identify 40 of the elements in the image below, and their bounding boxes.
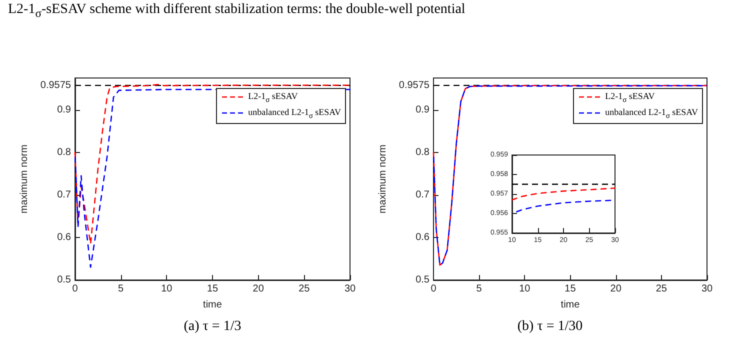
y-tick-label: 0.9	[57, 104, 72, 116]
x-tick-label: 25	[656, 284, 668, 294]
x-tick-label: 30	[701, 284, 713, 294]
y-tick-label: 0.5	[416, 274, 430, 286]
x-tick-label: 10	[161, 284, 173, 294]
chart-title: L2-1$_{σ}$-sESAV scheme with different stabilization terms: the double-well potential	[8, 2, 466, 20]
legend-label: unbalanced L2-1$_{σ}$ sESAV	[248, 106, 341, 120]
text: (b) τ = 1/30	[516, 319, 584, 335]
y-tick-label: 0.9575	[40, 80, 72, 91]
x-tick-label: 25	[298, 284, 310, 294]
y-tick-label: 0.6	[416, 232, 430, 243]
line-series	[432, 85, 708, 266]
x-tick-label: 30	[344, 284, 356, 294]
line-series	[511, 188, 616, 200]
x-tick-label: 5	[118, 284, 124, 294]
x-tick-label: 15	[564, 284, 576, 294]
y-tick-label: 0.8	[416, 146, 430, 158]
x-tick-label: 20	[252, 284, 264, 294]
y-tick-label: 0.6	[57, 232, 72, 243]
x-tick-label: 0	[72, 284, 78, 294]
legend-label: L2-1$_{σ}$ sESAV	[605, 91, 655, 104]
x-tick-label: 0	[430, 284, 437, 294]
y-tick-label: 0.7	[416, 189, 430, 200]
y-tick-label: 0.5	[57, 274, 72, 286]
text: (a) τ = 1/3	[182, 319, 242, 335]
legend-label: unbalanced L2-1$_{σ}$ sESAV	[605, 106, 698, 120]
y-tick-label: 0.7	[57, 189, 72, 200]
x-tick-label: 10	[519, 284, 531, 294]
x-axis-title: time	[560, 300, 580, 310]
y-axis-title: maximum norm	[378, 144, 388, 214]
y-tick-label: 0.9575	[398, 80, 430, 91]
x-tick-label: 15	[206, 284, 218, 294]
legend-label: L2-1$_{σ}$ sESAV	[248, 91, 298, 104]
y-tick-label: 0.8	[57, 146, 72, 158]
x-tick-label: 5	[476, 284, 482, 294]
y-axis-title: maximum norm	[19, 144, 30, 214]
x-tick-label: 20	[610, 284, 622, 294]
y-tick-label: 0.9	[416, 104, 430, 116]
line-series	[74, 84, 351, 245]
x-axis-title: time	[203, 300, 222, 310]
